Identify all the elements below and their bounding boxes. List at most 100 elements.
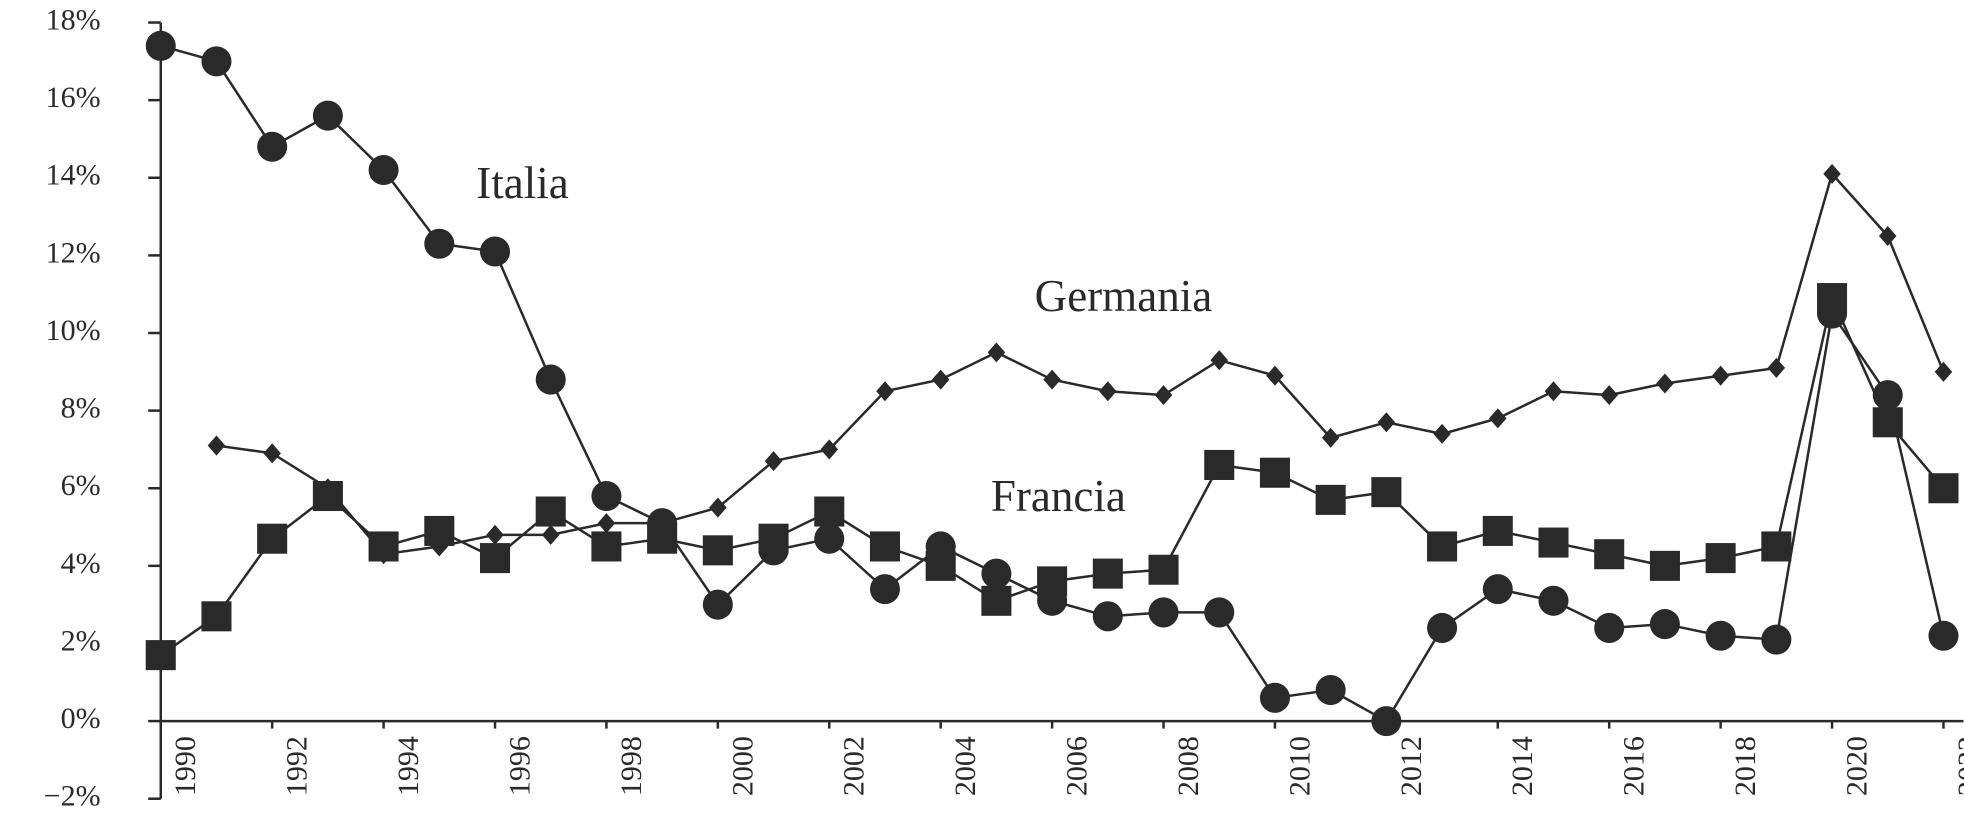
point bbox=[424, 515, 455, 546]
point bbox=[1315, 675, 1346, 706]
point bbox=[1934, 361, 1953, 382]
point bbox=[1148, 597, 1179, 628]
point bbox=[1371, 706, 1402, 737]
x-tick-label: 1996 bbox=[503, 736, 536, 796]
point bbox=[981, 558, 1012, 589]
point bbox=[1321, 427, 1340, 448]
point bbox=[1204, 449, 1235, 480]
point bbox=[145, 30, 176, 61]
point bbox=[201, 601, 232, 632]
point bbox=[1767, 357, 1786, 378]
x-tick-label: 2012 bbox=[1395, 736, 1428, 796]
x-tick-label: 2022 bbox=[1952, 736, 1964, 796]
point bbox=[869, 531, 900, 562]
point bbox=[1711, 365, 1730, 386]
y-tick-label: 16% bbox=[46, 81, 101, 114]
x-tick-label: 2016 bbox=[1618, 736, 1651, 796]
y-tick-label: 8% bbox=[61, 392, 101, 425]
point bbox=[1538, 585, 1569, 616]
point bbox=[758, 523, 789, 554]
point bbox=[647, 523, 678, 554]
point bbox=[257, 523, 288, 554]
point bbox=[1037, 566, 1068, 597]
point bbox=[925, 550, 956, 581]
series-label: Germania bbox=[1035, 271, 1213, 321]
x-tick-label: 1994 bbox=[392, 736, 425, 796]
point bbox=[1371, 477, 1402, 508]
point bbox=[702, 589, 733, 620]
point bbox=[1043, 369, 1061, 390]
series-line bbox=[216, 171, 1945, 556]
point bbox=[312, 100, 343, 131]
point bbox=[1878, 225, 1897, 246]
x-tick-label: 1990 bbox=[169, 736, 202, 796]
point bbox=[1649, 550, 1680, 581]
point bbox=[368, 531, 399, 562]
x-tick-label: 2008 bbox=[1172, 736, 1205, 796]
y-tick-label: −2% bbox=[44, 780, 101, 813]
point bbox=[207, 435, 226, 456]
point bbox=[1427, 531, 1458, 562]
point bbox=[535, 496, 566, 527]
point bbox=[1928, 620, 1959, 651]
point bbox=[987, 342, 1006, 363]
point bbox=[1204, 597, 1235, 628]
point bbox=[1761, 624, 1792, 655]
point bbox=[1377, 412, 1396, 433]
point bbox=[591, 531, 622, 562]
y-tick-label: 10% bbox=[46, 314, 101, 347]
point bbox=[1482, 515, 1513, 546]
point bbox=[1148, 554, 1179, 585]
y-tick-label: 6% bbox=[61, 469, 101, 502]
point bbox=[1482, 574, 1513, 605]
point bbox=[1315, 484, 1346, 515]
point bbox=[1594, 539, 1625, 570]
point bbox=[1594, 612, 1625, 643]
point bbox=[1210, 350, 1228, 371]
y-tick-label: 2% bbox=[61, 624, 101, 657]
point bbox=[1433, 423, 1451, 444]
point bbox=[1705, 620, 1736, 651]
point bbox=[1099, 381, 1117, 402]
x-tick-label: 2000 bbox=[726, 736, 759, 796]
y-tick-label: 18% bbox=[46, 3, 101, 36]
x-tick-label: 2006 bbox=[1061, 736, 1094, 796]
x-tick-label: 2020 bbox=[1840, 736, 1873, 796]
point bbox=[1823, 163, 1841, 184]
point bbox=[1489, 408, 1507, 429]
point bbox=[535, 364, 566, 395]
point bbox=[424, 228, 455, 259]
point bbox=[1928, 473, 1959, 504]
y-tick-label: 0% bbox=[61, 702, 101, 735]
x-tick-label: 2014 bbox=[1506, 736, 1539, 796]
point bbox=[1092, 558, 1123, 589]
point bbox=[1538, 527, 1569, 558]
point bbox=[1761, 531, 1792, 562]
point bbox=[479, 236, 511, 267]
series-label: Francia bbox=[991, 471, 1126, 521]
point bbox=[764, 451, 783, 472]
point bbox=[1259, 457, 1290, 488]
point bbox=[1649, 609, 1680, 640]
point bbox=[1600, 385, 1618, 406]
x-tick-label: 2010 bbox=[1283, 736, 1316, 796]
point bbox=[591, 480, 622, 512]
point bbox=[368, 154, 399, 186]
point bbox=[1092, 601, 1123, 632]
point bbox=[1266, 365, 1284, 386]
point bbox=[1872, 380, 1903, 411]
point bbox=[981, 585, 1012, 616]
point bbox=[1154, 385, 1173, 406]
x-tick-label: 2004 bbox=[949, 736, 982, 796]
series-label: Italia bbox=[476, 158, 569, 208]
point bbox=[876, 381, 894, 402]
point bbox=[709, 497, 727, 518]
point bbox=[479, 543, 511, 574]
point bbox=[820, 439, 839, 460]
point bbox=[201, 46, 232, 77]
x-tick-label: 2018 bbox=[1729, 736, 1762, 796]
point bbox=[1817, 283, 1848, 314]
x-tick-label: 1992 bbox=[281, 736, 314, 796]
point bbox=[869, 574, 900, 605]
